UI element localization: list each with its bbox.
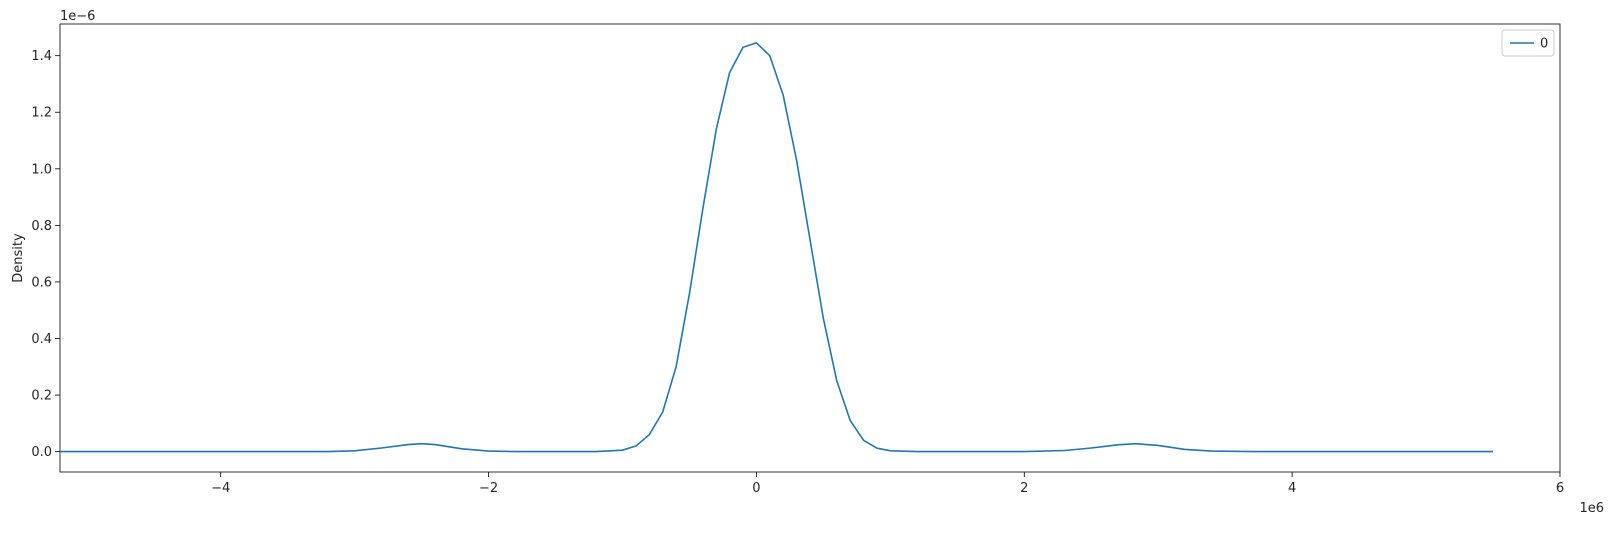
y-tick-label: 1.0 <box>31 162 52 177</box>
y-tick-label: 0.4 <box>31 332 52 347</box>
y-tick-label: 1.2 <box>31 106 52 121</box>
plot-area <box>59 23 1561 473</box>
plot-frame <box>59 23 1561 473</box>
x-tick-label: −4 <box>211 481 230 496</box>
x-tick-label: 0 <box>752 481 760 496</box>
y-offset-label: 1e−6 <box>60 9 95 24</box>
y-axis-label: Density <box>11 233 26 283</box>
y-tick-label: 0.0 <box>31 445 52 460</box>
y-tick-label: 0.8 <box>31 219 52 234</box>
y-tick-label: 0.6 <box>31 275 52 290</box>
legend: 0 <box>1501 29 1555 57</box>
x-tick-label: 4 <box>1288 481 1296 496</box>
y-tick-label: 1.4 <box>31 49 52 64</box>
x-tick-label: −2 <box>479 481 498 496</box>
legend-label: 0 <box>1540 37 1548 52</box>
series-line-0 <box>60 42 1493 453</box>
y-tick-label: 0.2 <box>31 389 52 404</box>
x-tick-label: 6 <box>1556 481 1564 496</box>
x-tick-label: 2 <box>1020 481 1028 496</box>
x-axis: −4 −2 0 2 4 6 <box>211 472 1564 496</box>
y-axis: 0.0 0.2 0.4 0.6 0.8 1.0 1.2 1.4 <box>31 49 60 460</box>
x-offset-label: 1e6 <box>1579 501 1604 516</box>
